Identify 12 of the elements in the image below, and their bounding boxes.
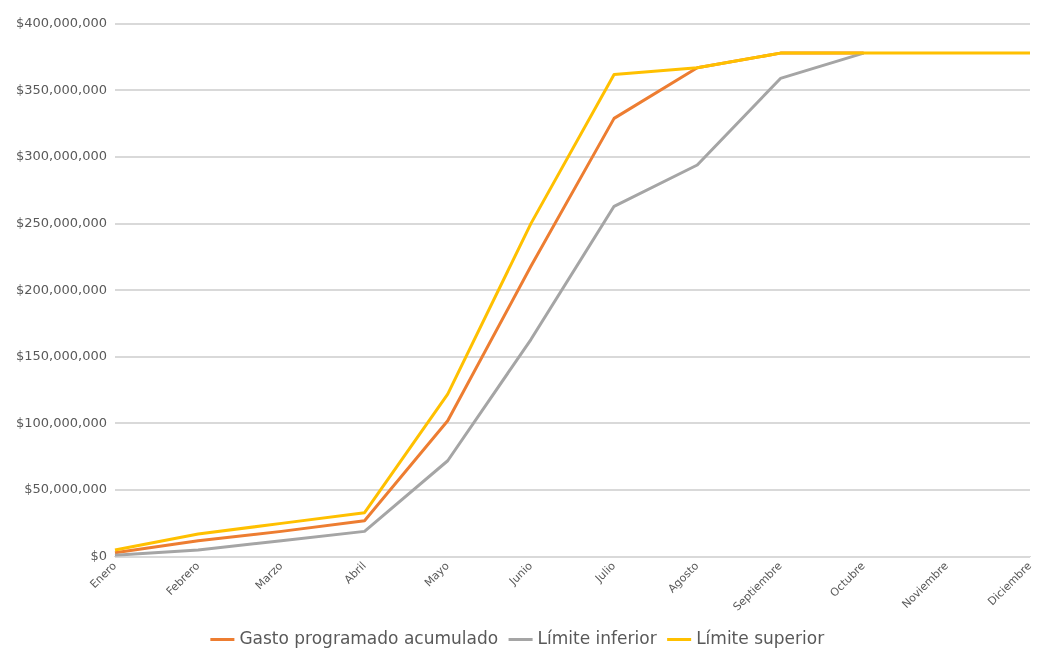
legend-label: Límite inferior bbox=[537, 627, 657, 648]
legend-label: Límite superior bbox=[696, 627, 825, 648]
y-tick-label: $0 bbox=[90, 548, 107, 564]
y-tick-label: $400,000,000 bbox=[15, 15, 107, 31]
y-tick-label: $50,000,000 bbox=[24, 481, 107, 497]
y-tick-label: $350,000,000 bbox=[15, 81, 107, 97]
y-tick-label: $200,000,000 bbox=[15, 281, 107, 297]
y-tick-label: $150,000,000 bbox=[15, 348, 107, 364]
y-tick-label: $100,000,000 bbox=[15, 414, 107, 430]
y-tick-label: $300,000,000 bbox=[15, 148, 107, 164]
legend-label: Gasto programado acumulado bbox=[239, 627, 499, 648]
y-tick-label: $250,000,000 bbox=[15, 215, 107, 231]
